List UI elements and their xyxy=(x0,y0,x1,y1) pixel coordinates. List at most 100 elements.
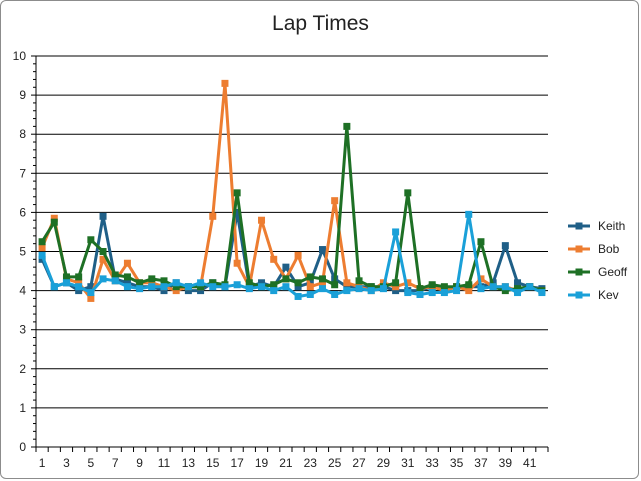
data-point-keith xyxy=(282,263,290,271)
legend-marker-geoff xyxy=(575,268,583,276)
legend-marker-kev xyxy=(575,291,583,299)
data-point-bob xyxy=(404,279,412,287)
data-point-kev xyxy=(221,283,229,291)
data-point-kev xyxy=(282,283,290,291)
data-point-kev xyxy=(294,292,302,300)
x-tick-label: 35 xyxy=(450,456,464,470)
data-point-kev xyxy=(233,281,241,289)
data-point-kev xyxy=(270,287,278,295)
data-point-geoff xyxy=(367,283,375,291)
legend-label-bob: Bob xyxy=(598,242,620,256)
data-point-kev xyxy=(123,283,131,291)
x-tick-label: 11 xyxy=(158,456,171,470)
y-tick-label: 7 xyxy=(19,166,26,180)
data-point-kev xyxy=(245,285,253,293)
data-point-kev xyxy=(343,287,351,295)
data-point-geoff xyxy=(75,273,83,281)
data-point-geoff xyxy=(245,279,253,287)
data-point-keith xyxy=(233,208,241,216)
data-point-bob xyxy=(331,197,339,205)
data-point-kev xyxy=(379,285,387,293)
data-point-geoff xyxy=(270,281,278,289)
data-point-geoff xyxy=(233,189,241,197)
data-point-geoff xyxy=(209,279,217,287)
data-point-bob xyxy=(148,279,156,287)
x-tick-label: 25 xyxy=(328,456,342,470)
data-point-bob xyxy=(270,255,278,263)
x-tick-label: 39 xyxy=(499,456,513,470)
x-tick-label: 27 xyxy=(352,456,366,470)
data-point-keith xyxy=(514,279,522,287)
series-line-bob xyxy=(40,81,543,300)
data-point-kev xyxy=(501,283,509,291)
data-point-keith xyxy=(197,287,205,295)
data-point-bob xyxy=(465,287,473,295)
data-point-kev xyxy=(404,289,412,297)
data-point-geoff xyxy=(477,238,485,246)
data-point-bob xyxy=(477,275,485,283)
data-point-kev xyxy=(453,287,461,295)
data-point-kev xyxy=(87,289,95,297)
data-point-keith xyxy=(123,279,131,287)
y-tick-label: 2 xyxy=(19,362,26,376)
x-tick-label: 23 xyxy=(304,456,318,470)
data-point-geoff xyxy=(172,283,180,291)
x-tick-label: 29 xyxy=(377,456,391,470)
data-point-bob xyxy=(87,294,95,302)
data-point-geoff xyxy=(87,236,95,244)
data-point-bob xyxy=(294,251,302,259)
y-tick-label: 1 xyxy=(19,401,26,415)
data-point-kev xyxy=(148,283,156,291)
data-point-bob xyxy=(172,287,180,295)
data-point-kev xyxy=(209,283,217,291)
data-point-bob xyxy=(123,259,131,267)
data-point-keith xyxy=(87,283,95,291)
data-point-geoff xyxy=(501,287,509,295)
data-point-kev xyxy=(136,285,144,293)
data-point-kev xyxy=(38,251,46,259)
y-tick-label: 8 xyxy=(19,127,26,141)
x-tick-label: 33 xyxy=(426,456,440,470)
data-point-kev xyxy=(526,283,534,291)
data-point-geoff xyxy=(440,283,448,291)
x-tick-label: 13 xyxy=(182,456,196,470)
x-tick-label: 15 xyxy=(206,456,220,470)
data-point-kev xyxy=(416,291,424,299)
data-point-geoff xyxy=(282,275,290,283)
data-point-kev xyxy=(99,275,107,283)
legend-label-kev: Kev xyxy=(598,288,619,302)
data-point-kev xyxy=(111,277,119,285)
data-point-keith xyxy=(75,287,83,295)
data-point-geoff xyxy=(136,279,144,287)
y-tick-label: 0 xyxy=(19,440,26,454)
data-point-kev xyxy=(331,291,339,299)
data-point-bob xyxy=(392,283,400,291)
data-point-keith xyxy=(392,287,400,295)
data-point-keith xyxy=(294,283,302,291)
data-point-geoff xyxy=(50,218,58,226)
legend-label-geoff: Geoff xyxy=(598,265,628,279)
data-point-bob xyxy=(233,259,241,267)
y-tick-label: 6 xyxy=(19,205,26,219)
data-point-kev xyxy=(514,289,522,297)
data-point-kev xyxy=(367,287,375,295)
data-point-geoff xyxy=(428,281,436,289)
data-point-keith xyxy=(258,279,266,287)
data-point-bob xyxy=(306,283,314,291)
x-tick-label: 21 xyxy=(279,456,293,470)
data-point-kev xyxy=(197,279,205,287)
data-point-geoff xyxy=(294,279,302,287)
legend-marker-bob xyxy=(575,245,583,253)
data-point-kev xyxy=(477,285,485,293)
y-tick-label: 9 xyxy=(19,88,26,102)
data-point-keith xyxy=(99,212,107,220)
chart-title: Lap Times xyxy=(272,12,369,35)
x-tick-label: 41 xyxy=(523,456,537,470)
data-point-geoff xyxy=(111,271,119,279)
data-point-kev xyxy=(184,283,192,291)
data-point-kev xyxy=(75,283,83,291)
data-point-bob xyxy=(38,244,46,252)
data-point-keith xyxy=(318,246,326,254)
data-point-geoff xyxy=(99,248,107,255)
